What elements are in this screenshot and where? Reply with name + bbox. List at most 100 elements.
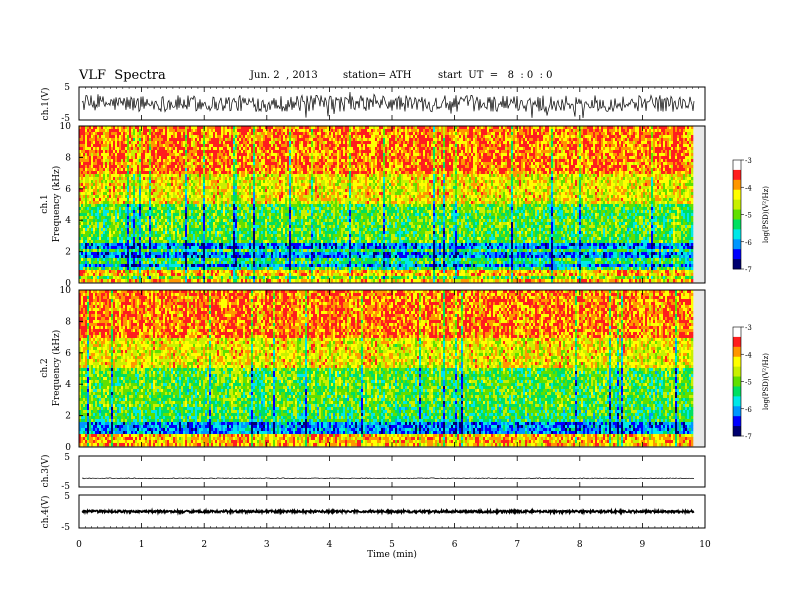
spectrogram-cell bbox=[489, 189, 491, 192]
spectrogram-cell bbox=[229, 162, 231, 165]
spectrogram-cell bbox=[445, 183, 447, 186]
spectrogram-cell bbox=[663, 138, 669, 141]
spectrogram-cell bbox=[113, 168, 115, 171]
spectrogram-cell bbox=[281, 141, 285, 144]
spectrogram-cell bbox=[163, 144, 165, 147]
spectrogram-cell bbox=[97, 135, 99, 138]
spectrogram-cell bbox=[255, 177, 257, 180]
spectrogram-cell bbox=[121, 162, 123, 165]
spectrogram-cell bbox=[653, 180, 655, 183]
spectrogram-cell bbox=[115, 189, 117, 192]
spectrogram-cell bbox=[627, 183, 629, 186]
spectrogram-cell bbox=[475, 153, 477, 156]
spectrogram-cell bbox=[231, 147, 233, 150]
spectrogram-cell bbox=[539, 165, 541, 168]
spectrogram-cell bbox=[309, 132, 311, 135]
spectrogram-cell bbox=[155, 180, 157, 183]
spectrogram-cell bbox=[165, 147, 167, 150]
spectrogram-cell bbox=[443, 129, 445, 132]
spectrogram-cell bbox=[231, 183, 233, 186]
spectrogram-cell bbox=[381, 132, 383, 135]
spectrogram-cell bbox=[647, 183, 651, 186]
spectrogram-cell bbox=[689, 150, 691, 153]
spectrogram-cell bbox=[129, 186, 131, 189]
spectrogram-cell bbox=[109, 162, 111, 165]
spectrogram-cell bbox=[607, 189, 609, 192]
spectrogram-cell bbox=[539, 132, 541, 135]
spectrogram-cell bbox=[257, 177, 265, 180]
spectrogram-cell bbox=[507, 162, 511, 165]
spectrogram-cell bbox=[85, 153, 87, 156]
spectrogram-cell bbox=[191, 135, 193, 138]
spectrogram-cell bbox=[603, 153, 605, 156]
spectrogram-cell bbox=[637, 174, 647, 177]
spectrogram-cell bbox=[599, 141, 601, 144]
spectrogram-cell bbox=[425, 186, 427, 189]
spectrogram-cell bbox=[581, 153, 585, 156]
spectrogram-cell bbox=[575, 165, 579, 168]
spectrogram-cell bbox=[223, 180, 225, 183]
spectrogram-cell bbox=[89, 171, 91, 174]
spectrogram-cell bbox=[235, 186, 237, 189]
spectrogram-cell bbox=[173, 135, 175, 138]
spectrogram-cell bbox=[151, 138, 153, 141]
spectrogram-cell bbox=[609, 147, 611, 150]
spectrogram-cell bbox=[327, 183, 329, 186]
spectrogram-cell bbox=[199, 174, 201, 177]
spectrogram-cell bbox=[601, 165, 607, 168]
spectrogram-cell bbox=[203, 159, 205, 162]
spectrogram-cell bbox=[371, 168, 373, 171]
spectrogram-cell bbox=[185, 156, 187, 159]
spectrogram-cell bbox=[269, 129, 271, 132]
spectrogram-cell bbox=[505, 135, 507, 138]
spectrogram-cell bbox=[251, 135, 253, 138]
spectrogram-cell bbox=[469, 171, 473, 174]
spectrogram-cell bbox=[513, 168, 515, 171]
spectrogram-cell bbox=[285, 183, 287, 186]
spectrogram-cell bbox=[621, 144, 623, 147]
spectrogram-cell bbox=[145, 138, 147, 141]
spectrogram-cell bbox=[437, 174, 439, 177]
spectrogram-cell bbox=[653, 135, 659, 138]
spectrogram-cell bbox=[109, 135, 115, 138]
spectrogram-cell bbox=[169, 144, 173, 147]
spectrogram-cell bbox=[353, 186, 357, 189]
spectrogram-cell bbox=[651, 147, 653, 150]
spectrogram-cell bbox=[507, 132, 509, 135]
spectrogram-cell bbox=[513, 138, 515, 141]
spectrogram-cell bbox=[619, 147, 621, 150]
spectrogram-cell bbox=[529, 171, 531, 174]
spectrogram-cell bbox=[573, 156, 577, 159]
spectrogram-cell bbox=[241, 138, 243, 141]
spectrogram-cell bbox=[521, 183, 523, 186]
spectrogram-cell bbox=[479, 171, 481, 174]
spectrogram-cell bbox=[691, 174, 693, 177]
spectrogram-cell bbox=[469, 153, 471, 156]
spectrogram-cell bbox=[513, 186, 515, 189]
spectrogram-cell bbox=[115, 183, 117, 186]
spectrogram-cell bbox=[593, 132, 595, 135]
spectrogram-cell bbox=[663, 147, 665, 150]
spectrogram-cell bbox=[553, 189, 555, 192]
spectrogram-cell bbox=[173, 159, 175, 162]
spectrogram-cell bbox=[451, 138, 453, 141]
spectrogram-cell bbox=[461, 183, 463, 186]
spectrogram-cell bbox=[267, 165, 269, 168]
spectrogram-cell bbox=[335, 174, 337, 177]
spectrogram-cell bbox=[559, 165, 561, 168]
spectrogram-cell bbox=[457, 189, 461, 192]
spectrogram-cell bbox=[589, 153, 595, 156]
spectrogram-cell bbox=[519, 153, 521, 156]
spectrogram-cell bbox=[589, 129, 593, 132]
spectrogram-cell bbox=[289, 147, 291, 150]
spectrogram-cell bbox=[193, 144, 195, 147]
spectrogram-cell bbox=[121, 159, 123, 162]
spectrogram-cell bbox=[287, 141, 289, 144]
spectrogram-cell bbox=[657, 165, 659, 168]
spectrogram-cell bbox=[173, 186, 175, 189]
spectrogram-cell bbox=[411, 135, 413, 138]
spectrogram-cell bbox=[261, 153, 263, 156]
spectrogram-cell bbox=[235, 135, 237, 138]
spectrogram-cell bbox=[141, 177, 143, 180]
spectrogram-cell bbox=[279, 171, 285, 174]
